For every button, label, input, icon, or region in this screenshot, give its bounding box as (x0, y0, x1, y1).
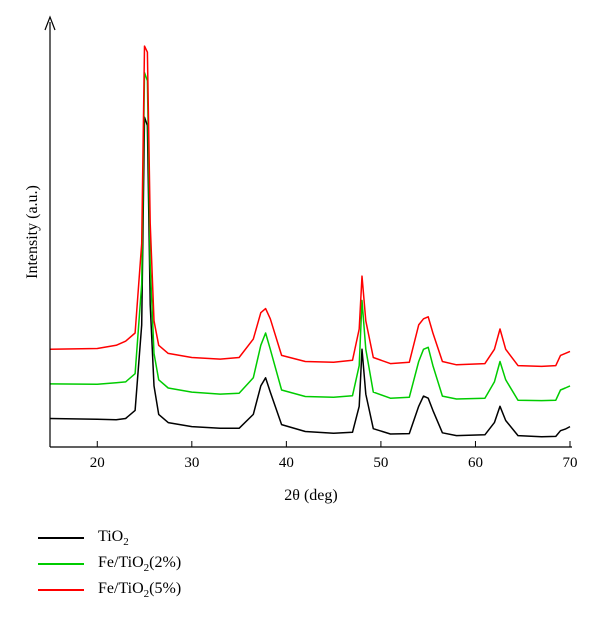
legend-item-fe-tio2-5: Fe/TiO2(5%) (38, 577, 181, 603)
legend-label-tio2: TiO2 (98, 527, 129, 549)
legend-swatch-tio2 (38, 537, 84, 539)
y-axis-title: Intensity (a.u.) (24, 185, 41, 279)
series-line-0 (49, 116, 571, 438)
series-line-1 (49, 71, 571, 402)
series-line-2 (49, 45, 571, 368)
x-tick-label: 20 (90, 455, 105, 471)
legend-swatch-fe-tio2-2 (38, 563, 84, 565)
x-tick-label: 30 (184, 455, 199, 471)
series-group (49, 45, 571, 438)
x-tick-label: 60 (468, 455, 483, 471)
x-tick-label: 40 (279, 455, 294, 471)
legend-swatch-fe-tio2-5 (38, 589, 84, 591)
x-ticks: 20 30 40 50 60 70 (90, 441, 578, 471)
y-axis-arrow-icon (44, 15, 56, 31)
legend-item-tio2: TiO2 (38, 525, 181, 551)
x-axis-title: 2θ (deg) (284, 487, 337, 504)
legend-label-fe-tio2-2: Fe/TiO2(2%) (98, 553, 182, 575)
legend-label-fe-tio2-5: Fe/TiO2(5%) (98, 579, 182, 601)
x-tick-label: 70 (563, 455, 578, 471)
x-tick-label: 50 (373, 455, 388, 471)
legend: TiO2 Fe/TiO2(2%) Fe/TiO2(5%) (38, 525, 181, 603)
legend-item-fe-tio2-2: Fe/TiO2(2%) (38, 551, 181, 577)
